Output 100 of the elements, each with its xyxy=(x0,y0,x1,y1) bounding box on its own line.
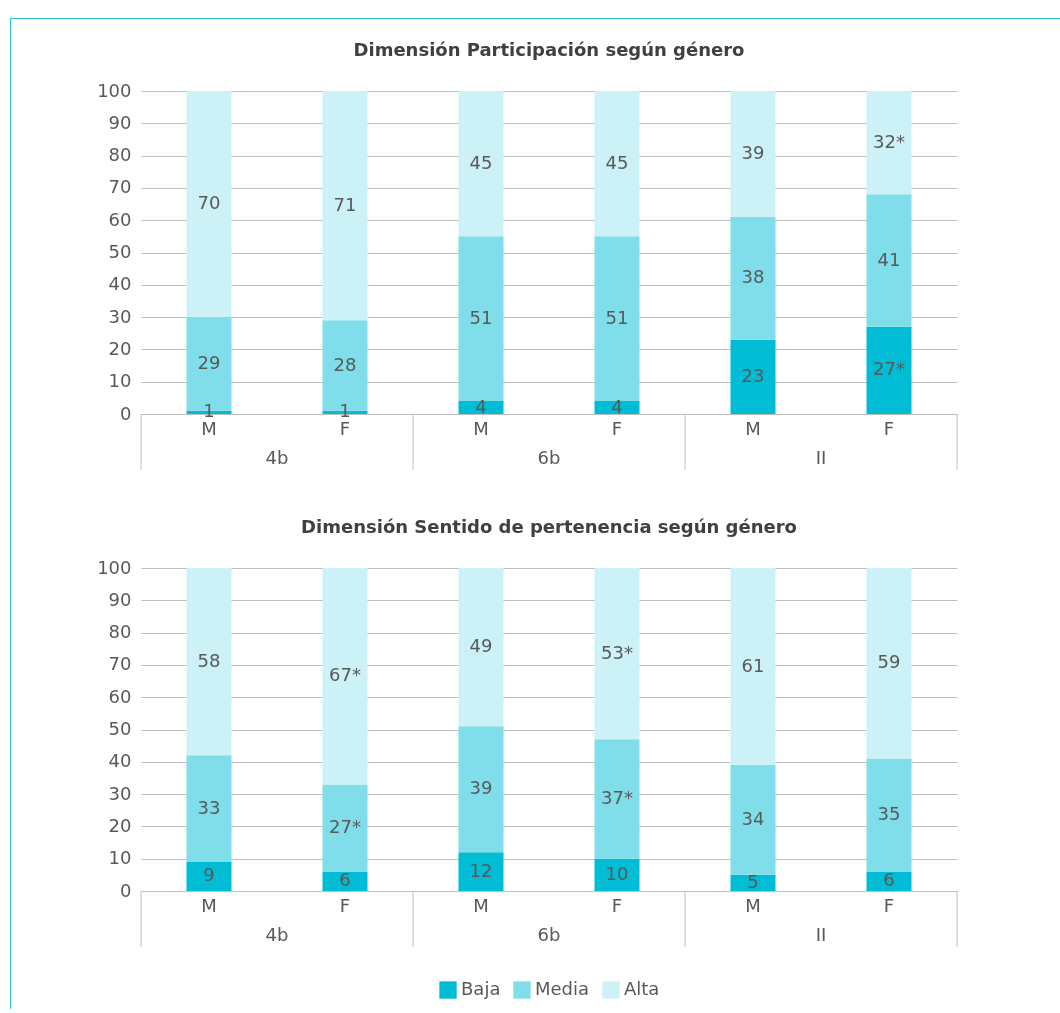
data-label: 27* xyxy=(329,816,361,838)
data-label: 34 xyxy=(741,807,765,829)
data-label: 59 xyxy=(877,651,901,673)
bar xyxy=(186,568,232,756)
bar xyxy=(186,91,232,318)
x-tick-label: F xyxy=(339,894,351,916)
bar xyxy=(458,726,504,853)
bar xyxy=(730,216,776,340)
data-label: 41 xyxy=(877,248,901,270)
data-label: 39 xyxy=(469,777,493,799)
bar xyxy=(458,91,504,237)
bar xyxy=(458,568,504,727)
data-label: 58 xyxy=(197,649,221,671)
bar xyxy=(458,852,504,891)
x-tick-label: M xyxy=(745,894,761,916)
y-tick-label: 80 xyxy=(108,621,132,643)
data-label: 45 xyxy=(469,151,493,173)
y-tick-label: 0 xyxy=(120,402,132,424)
y-tick-label: 60 xyxy=(108,208,132,230)
y-tick-label: 40 xyxy=(108,273,132,295)
data-label: 45 xyxy=(605,151,629,173)
bar xyxy=(730,765,776,875)
bar xyxy=(866,326,912,414)
y-tick-label: 10 xyxy=(108,370,132,392)
text: II xyxy=(815,924,827,945)
y-tick-label: 40 xyxy=(108,750,132,772)
y-tick-label: 100 xyxy=(97,79,132,101)
data-label: 37* xyxy=(601,786,633,808)
data-label: 9 xyxy=(203,864,215,886)
data-label: 49 xyxy=(469,635,493,657)
x-tick-label: F xyxy=(339,417,351,439)
bar xyxy=(866,568,912,759)
bar xyxy=(322,784,368,872)
y-tick-label: 70 xyxy=(108,653,132,675)
x-tick-label: F xyxy=(883,417,895,439)
data-label: 51 xyxy=(469,306,493,328)
data-label: 12 xyxy=(469,859,493,881)
x-tick-label: M xyxy=(201,417,217,439)
x-tick-label: F xyxy=(883,894,895,916)
y-tick-label: 30 xyxy=(108,782,132,804)
data-label: 10 xyxy=(605,862,629,884)
data-label: 35 xyxy=(877,803,901,825)
bar xyxy=(322,91,368,321)
text: 6b xyxy=(537,924,561,945)
chart-title: Dimensión Participación según género xyxy=(353,39,745,60)
bar xyxy=(866,91,912,195)
bar xyxy=(186,861,232,891)
bar xyxy=(866,758,912,872)
data-label: 4 xyxy=(475,395,487,417)
legend-label: Media xyxy=(535,978,590,999)
legend-label: Baja xyxy=(461,978,501,999)
chart-title: Dimensión Sentido de pertenencia según género xyxy=(301,516,797,537)
y-tick-label: 90 xyxy=(108,111,132,133)
y-tick-label: 80 xyxy=(108,144,132,166)
data-label: 51 xyxy=(605,306,629,328)
y-tick-label: 50 xyxy=(108,718,132,739)
data-label: 4 xyxy=(611,395,623,417)
y-tick-label: 100 xyxy=(97,556,132,578)
data-label: 29 xyxy=(197,351,221,373)
y-tick-label: 20 xyxy=(108,337,132,359)
text: II xyxy=(815,447,827,468)
y-tick-label: 20 xyxy=(108,814,132,836)
text: 4b xyxy=(265,924,289,945)
legend-label: Alta xyxy=(624,978,660,999)
y-tick-label: 0 xyxy=(120,879,132,901)
y-tick-label: 50 xyxy=(108,241,132,262)
data-label: 38 xyxy=(741,266,765,288)
x-tick-label: F xyxy=(611,417,623,439)
data-label: 53* xyxy=(601,641,633,663)
x-tick-label: M xyxy=(473,894,489,916)
bar xyxy=(594,236,640,402)
y-tick-label: 10 xyxy=(108,847,132,869)
bar xyxy=(594,568,640,740)
x-tick-label: M xyxy=(201,894,217,916)
data-label: 67* xyxy=(329,664,361,686)
data-label: 6 xyxy=(883,869,895,891)
data-label: 32* xyxy=(873,130,905,152)
x-tick-label: F xyxy=(611,894,623,916)
data-label: 23 xyxy=(741,364,765,386)
bar xyxy=(322,568,368,785)
text: 6b xyxy=(537,447,561,468)
y-tick-label: 60 xyxy=(108,685,132,707)
bar xyxy=(730,339,776,414)
y-tick-label: 30 xyxy=(108,305,132,327)
bar xyxy=(866,194,912,327)
bar xyxy=(730,91,776,217)
data-label: 71 xyxy=(333,193,357,215)
x-tick-label: M xyxy=(473,417,489,439)
data-label: 70 xyxy=(197,192,221,214)
data-label: 27* xyxy=(873,358,905,380)
data-label: 61 xyxy=(741,654,765,676)
data-label: 28 xyxy=(333,353,357,375)
data-label: 6 xyxy=(339,869,351,891)
data-label: 33 xyxy=(197,796,221,818)
bar xyxy=(730,568,776,766)
y-tick-label: 70 xyxy=(108,176,132,198)
y-tick-label: 90 xyxy=(108,588,132,610)
data-label: 5 xyxy=(747,870,759,892)
data-label: 39 xyxy=(741,141,765,163)
bar xyxy=(186,755,232,862)
